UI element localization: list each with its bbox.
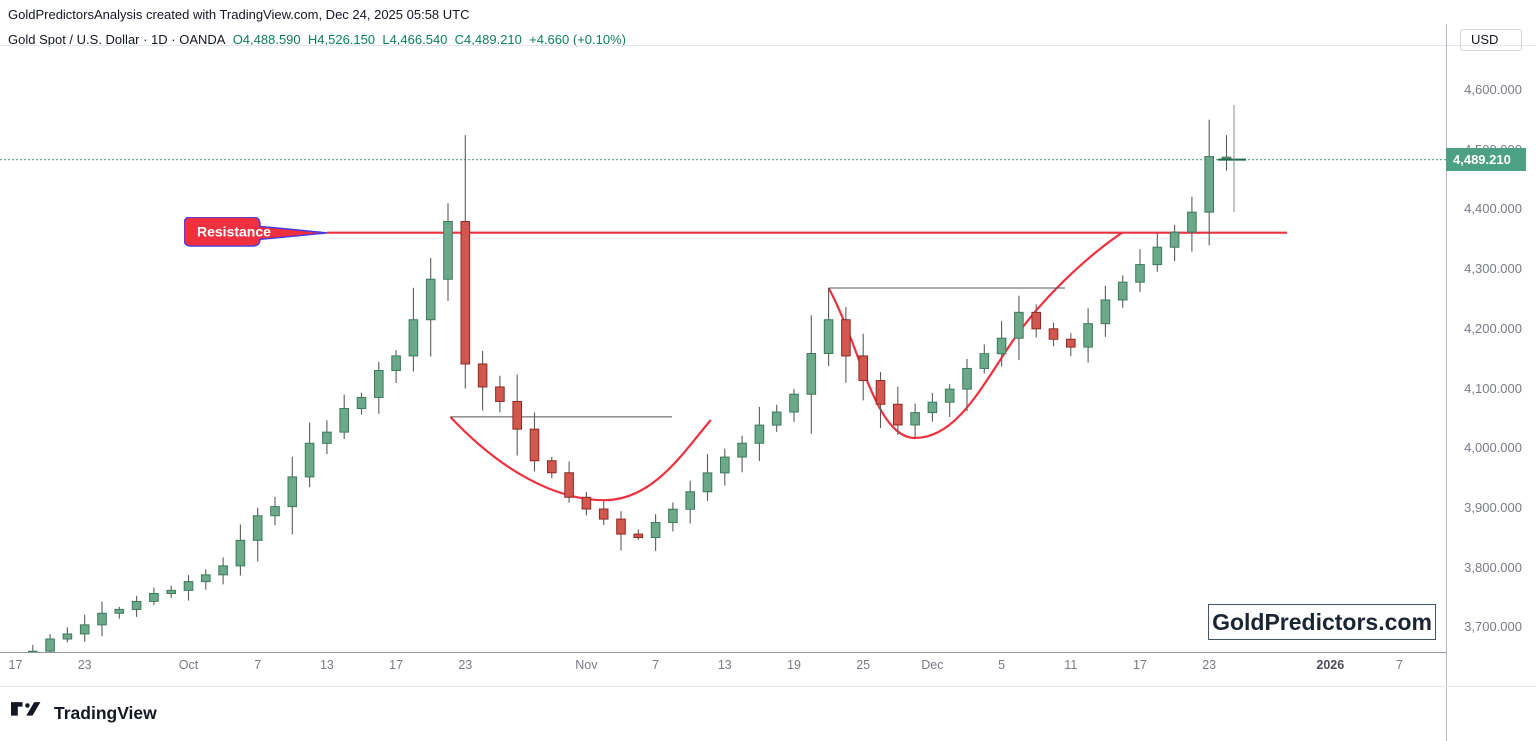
svg-text:TradingView: TradingView	[54, 703, 157, 723]
